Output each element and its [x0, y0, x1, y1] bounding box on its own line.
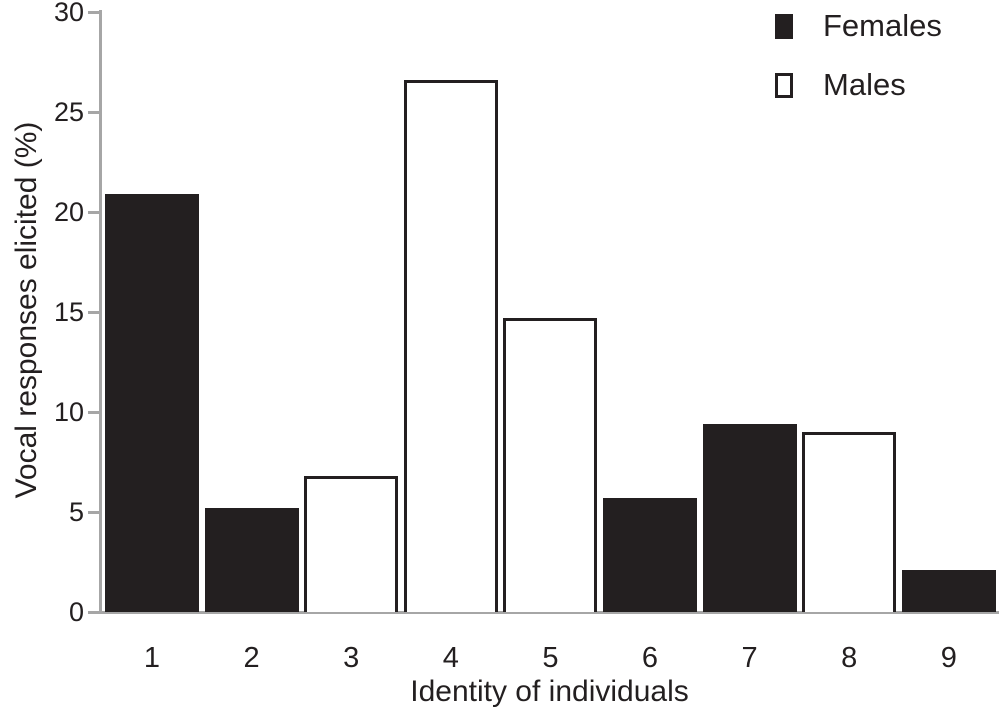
bar-females-individual-1 — [105, 194, 199, 612]
x-tick-label: 1 — [143, 642, 161, 674]
bar-females-individual-7 — [702, 424, 797, 612]
y-tick-mark — [88, 210, 100, 214]
bar-males-individual-5 — [503, 318, 598, 612]
x-tick-label: 8 — [841, 642, 858, 674]
x-tick-label: 7 — [741, 642, 758, 674]
x-tick-label: 4 — [442, 642, 459, 674]
bar-females-individual-2 — [204, 508, 299, 612]
y-tick-mark — [88, 310, 100, 314]
y-tick-label: 25 — [53, 97, 84, 127]
y-tick-label: 10 — [53, 397, 84, 427]
y-tick-label: 5 — [68, 497, 84, 527]
bar-females-individual-9 — [901, 570, 996, 612]
y-tick-mark — [88, 410, 100, 414]
x-axis-line — [88, 611, 999, 614]
legend-label-males: Males — [823, 67, 906, 102]
x-tick-label: 6 — [641, 642, 659, 674]
legend-item-females: Females — [760, 8, 942, 44]
bar-males-individual-3 — [304, 476, 399, 612]
y-axis-title: Vocal responses elicited (%) — [10, 121, 43, 499]
bar-males-individual-4 — [403, 80, 498, 612]
y-tick-mark — [88, 110, 100, 114]
females-swatch-icon — [775, 13, 793, 39]
legend-item-males: Males — [760, 67, 906, 103]
x-tick-label: 5 — [542, 642, 559, 674]
y-tick-label: 20 — [53, 197, 84, 227]
y-tick-mark — [88, 510, 100, 514]
bar-males-individual-8 — [802, 432, 897, 612]
y-axis-line — [99, 10, 102, 613]
x-axis-title: Identity of individuals — [410, 675, 689, 708]
legend-label-females: Females — [823, 8, 942, 43]
y-tick-label: 15 — [53, 297, 84, 327]
bar-females-individual-6 — [603, 498, 697, 612]
males-swatch-icon — [775, 72, 793, 98]
x-tick-label: 9 — [940, 642, 957, 674]
y-tick-label: 0 — [68, 597, 84, 627]
y-tick-label: 30 — [53, 0, 84, 27]
y-tick-mark — [88, 10, 100, 14]
x-tick-label: 3 — [343, 642, 360, 674]
x-tick-label: 2 — [243, 642, 260, 674]
